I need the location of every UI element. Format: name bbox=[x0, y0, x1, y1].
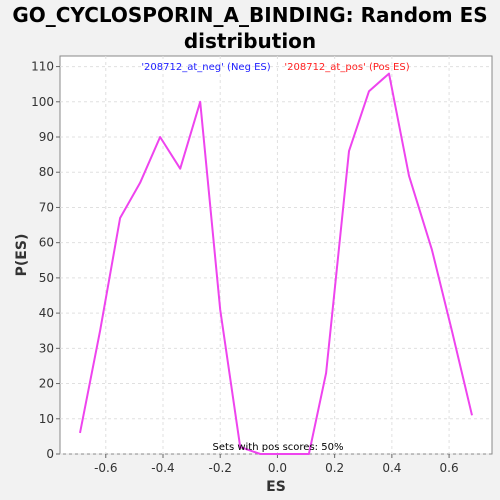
y-tick-label: 0 bbox=[46, 447, 54, 461]
legend: '208712_at_neg' (Neg ES) '208712_at_pos' … bbox=[141, 62, 409, 73]
y-tick-label: 10 bbox=[39, 412, 54, 426]
x-tick-label: -0.2 bbox=[209, 461, 232, 475]
y-tick-label: 110 bbox=[31, 60, 54, 74]
y-axis: 0 10 20 30 40 50 60 70 80 90 100 110 bbox=[31, 60, 60, 461]
y-tick-label: 20 bbox=[39, 377, 54, 391]
x-axis: -0.6 -0.4 -0.2 0.0 0.2 0.4 0.6 bbox=[94, 454, 459, 475]
grid-lines bbox=[60, 56, 492, 455]
chart-title-line-1: GO_CYCLOSPORIN_A_BINDING: Random ES bbox=[12, 3, 488, 27]
y-tick-label: 90 bbox=[39, 130, 54, 144]
legend-item: '208712_at_pos' (Pos ES) bbox=[284, 62, 409, 73]
x-tick-label: -0.6 bbox=[94, 461, 117, 475]
chart-title-line-2: distribution bbox=[183, 29, 317, 53]
x-tick-label: -0.4 bbox=[151, 461, 174, 475]
y-tick-label: 60 bbox=[39, 236, 54, 250]
legend-item: '208712_at_neg' (Neg ES) bbox=[141, 62, 270, 73]
y-tick-label: 70 bbox=[39, 200, 54, 214]
pos-scores-annotation: Sets with pos scores: 50% bbox=[213, 442, 344, 453]
x-tick-label: 0.4 bbox=[382, 461, 401, 475]
y-tick-label: 40 bbox=[39, 306, 54, 320]
x-axis-label: ES bbox=[266, 479, 286, 495]
x-tick-label: 0.0 bbox=[268, 461, 287, 475]
x-tick-label: 0.6 bbox=[440, 461, 459, 475]
y-axis-label: P(ES) bbox=[14, 234, 30, 277]
y-tick-label: 100 bbox=[31, 95, 54, 109]
chart-title: GO_CYCLOSPORIN_A_BINDING: Random ES dist… bbox=[0, 2, 500, 54]
distribution-line bbox=[79, 72, 473, 455]
series-group bbox=[79, 72, 473, 455]
y-tick-label: 80 bbox=[39, 165, 54, 179]
y-tick-label: 50 bbox=[39, 271, 54, 285]
y-tick-label: 30 bbox=[39, 341, 54, 355]
plot-area bbox=[59, 55, 493, 455]
x-tick-label: 0.2 bbox=[325, 461, 344, 475]
